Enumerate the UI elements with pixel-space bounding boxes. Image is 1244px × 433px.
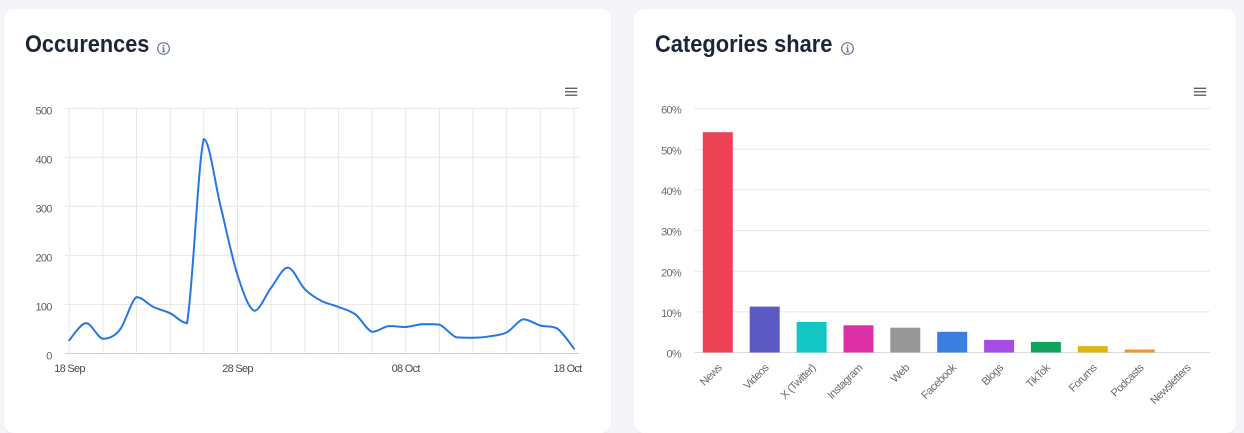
svg-text:20%: 20%: [661, 267, 682, 279]
svg-text:28 Sep: 28 Sep: [222, 363, 253, 375]
svg-text:Forums: Forums: [1067, 361, 1100, 394]
svg-text:200: 200: [35, 253, 52, 265]
svg-text:100: 100: [35, 302, 52, 314]
svg-text:400: 400: [35, 154, 52, 166]
svg-text:50%: 50%: [661, 145, 682, 157]
svg-text:Blogs: Blogs: [980, 361, 1007, 388]
svg-text:500: 500: [35, 105, 52, 117]
svg-text:Newsletters: Newsletters: [1148, 361, 1194, 407]
svg-text:Facebook: Facebook: [919, 361, 959, 401]
svg-text:0%: 0%: [667, 349, 682, 361]
svg-text:18 Oct: 18 Oct: [553, 363, 582, 375]
svg-text:TikTok: TikTok: [1024, 361, 1053, 390]
svg-text:18 Sep: 18 Sep: [54, 363, 85, 375]
svg-text:08 Oct: 08 Oct: [392, 363, 421, 375]
svg-text:News: News: [698, 361, 725, 388]
svg-text:30%: 30%: [661, 227, 682, 239]
svg-text:Web: Web: [889, 362, 912, 385]
svg-text:Instagram: Instagram: [826, 362, 866, 402]
svg-text:300: 300: [35, 203, 52, 215]
svg-text:X (Twitter): X (Twitter): [779, 362, 819, 402]
svg-text:10%: 10%: [661, 308, 682, 320]
svg-text:Podcasts: Podcasts: [1109, 361, 1147, 399]
svg-text:60%: 60%: [661, 105, 682, 117]
svg-text:0: 0: [46, 351, 52, 363]
svg-text:40%: 40%: [661, 186, 682, 198]
svg-text:Videos: Videos: [742, 361, 773, 392]
